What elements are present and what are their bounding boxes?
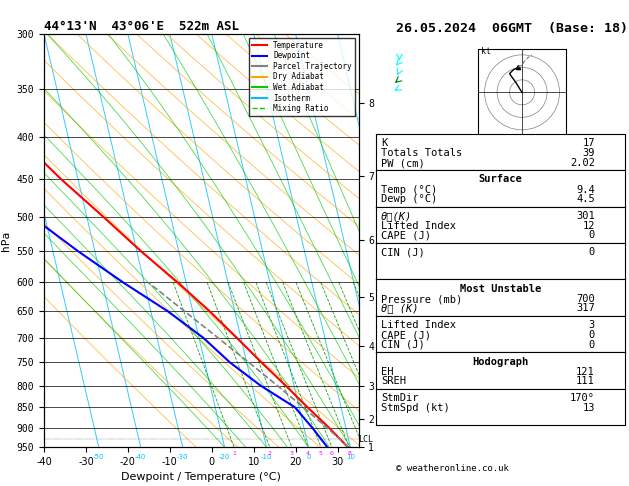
Text: StmDir: StmDir <box>381 393 419 403</box>
Text: Dewp (°C): Dewp (°C) <box>381 194 437 204</box>
Text: 0: 0 <box>306 454 311 460</box>
Y-axis label: km
ASL: km ASL <box>386 241 404 262</box>
Text: 3: 3 <box>290 451 294 456</box>
Text: SREH: SREH <box>381 376 406 386</box>
Text: CAPE (J): CAPE (J) <box>381 230 431 240</box>
Text: LCL: LCL <box>359 435 374 444</box>
Text: -20: -20 <box>219 454 230 460</box>
Text: CAPE (J): CAPE (J) <box>381 330 431 341</box>
Text: 2.02: 2.02 <box>570 158 595 169</box>
Text: 317: 317 <box>576 303 595 313</box>
Text: Totals Totals: Totals Totals <box>381 148 462 158</box>
Text: Lifted Index: Lifted Index <box>381 320 456 330</box>
Text: 17: 17 <box>582 138 595 148</box>
Text: -50: -50 <box>93 454 104 460</box>
Text: CIN (J): CIN (J) <box>381 247 425 258</box>
Text: CIN (J): CIN (J) <box>381 340 425 349</box>
Text: 26.05.2024  06GMT  (Base: 18): 26.05.2024 06GMT (Base: 18) <box>396 22 628 35</box>
Text: Temp (°C): Temp (°C) <box>381 185 437 195</box>
Text: 5: 5 <box>319 451 323 456</box>
Text: 121: 121 <box>576 367 595 377</box>
Text: 0: 0 <box>589 247 595 258</box>
Legend: Temperature, Dewpoint, Parcel Trajectory, Dry Adiabat, Wet Adiabat, Isotherm, Mi: Temperature, Dewpoint, Parcel Trajectory… <box>248 38 355 116</box>
Text: 700: 700 <box>576 294 595 304</box>
Text: 301: 301 <box>576 211 595 221</box>
Text: -40: -40 <box>135 454 147 460</box>
Text: Hodograph: Hodograph <box>472 357 528 367</box>
Text: 111: 111 <box>576 376 595 386</box>
Text: 6: 6 <box>330 451 334 456</box>
Text: 4: 4 <box>306 451 310 456</box>
Text: θᴇ (K): θᴇ (K) <box>381 303 419 313</box>
Text: 8: 8 <box>347 451 351 456</box>
Text: 9.4: 9.4 <box>576 185 595 195</box>
Text: 3: 3 <box>589 320 595 330</box>
Text: θᴇ(K): θᴇ(K) <box>381 211 413 221</box>
Text: EH: EH <box>381 367 394 377</box>
Text: Most Unstable: Most Unstable <box>460 284 541 294</box>
Text: 12: 12 <box>582 221 595 231</box>
Text: © weatheronline.co.uk: © weatheronline.co.uk <box>396 464 509 473</box>
X-axis label: Dewpoint / Temperature (°C): Dewpoint / Temperature (°C) <box>121 472 281 483</box>
Text: -10: -10 <box>261 454 272 460</box>
Text: Mixing Ratio (g/kg): Mixing Ratio (g/kg) <box>379 185 389 296</box>
Y-axis label: hPa: hPa <box>1 230 11 251</box>
Text: 0: 0 <box>589 340 595 349</box>
Text: 39: 39 <box>582 148 595 158</box>
Text: -30: -30 <box>177 454 188 460</box>
Text: 4.5: 4.5 <box>576 194 595 204</box>
Text: 2: 2 <box>268 451 272 456</box>
Text: 1: 1 <box>232 451 236 456</box>
Text: 0: 0 <box>589 330 595 341</box>
Text: 0: 0 <box>589 230 595 240</box>
Text: 13: 13 <box>582 403 595 414</box>
Text: PW (cm): PW (cm) <box>381 158 425 169</box>
Text: kt: kt <box>481 47 491 55</box>
Text: 10: 10 <box>346 454 355 460</box>
Text: 170°: 170° <box>570 393 595 403</box>
Text: Surface: Surface <box>479 174 522 185</box>
Text: StmSpd (kt): StmSpd (kt) <box>381 403 450 414</box>
Text: Pressure (mb): Pressure (mb) <box>381 294 462 304</box>
Text: 44°13'N  43°06'E  522m ASL: 44°13'N 43°06'E 522m ASL <box>44 20 239 33</box>
Text: K: K <box>381 138 387 148</box>
Text: Lifted Index: Lifted Index <box>381 221 456 231</box>
